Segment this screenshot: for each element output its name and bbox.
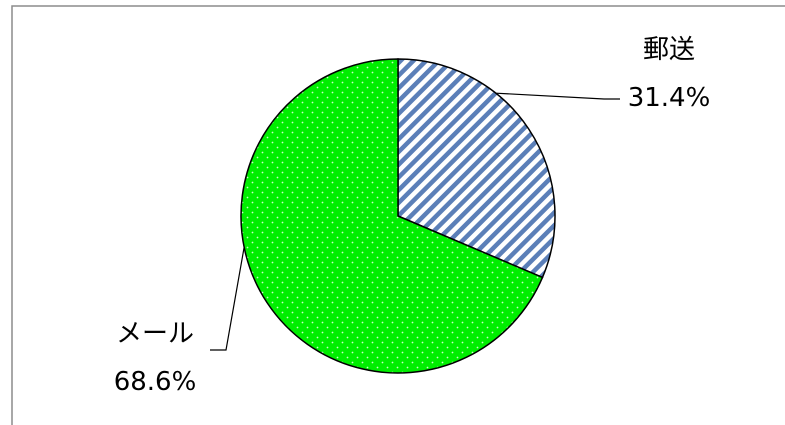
slice-label-value-mail: 68.6% — [114, 367, 197, 397]
leader-lines-layer — [210, 92, 620, 351]
chart-border — [11, 5, 785, 425]
slice-label-name-yuso: 郵送 — [643, 35, 695, 65]
leader-line-yuso — [495, 92, 620, 100]
pie-slice-mail — [240, 58, 544, 374]
slice-label-name-mail: メール — [116, 319, 194, 349]
slices-layer — [240, 58, 556, 374]
pie-slice-yuso — [397, 58, 556, 279]
slice-label-value-yuso: 31.4% — [628, 83, 711, 113]
leader-line-mail — [210, 247, 245, 351]
